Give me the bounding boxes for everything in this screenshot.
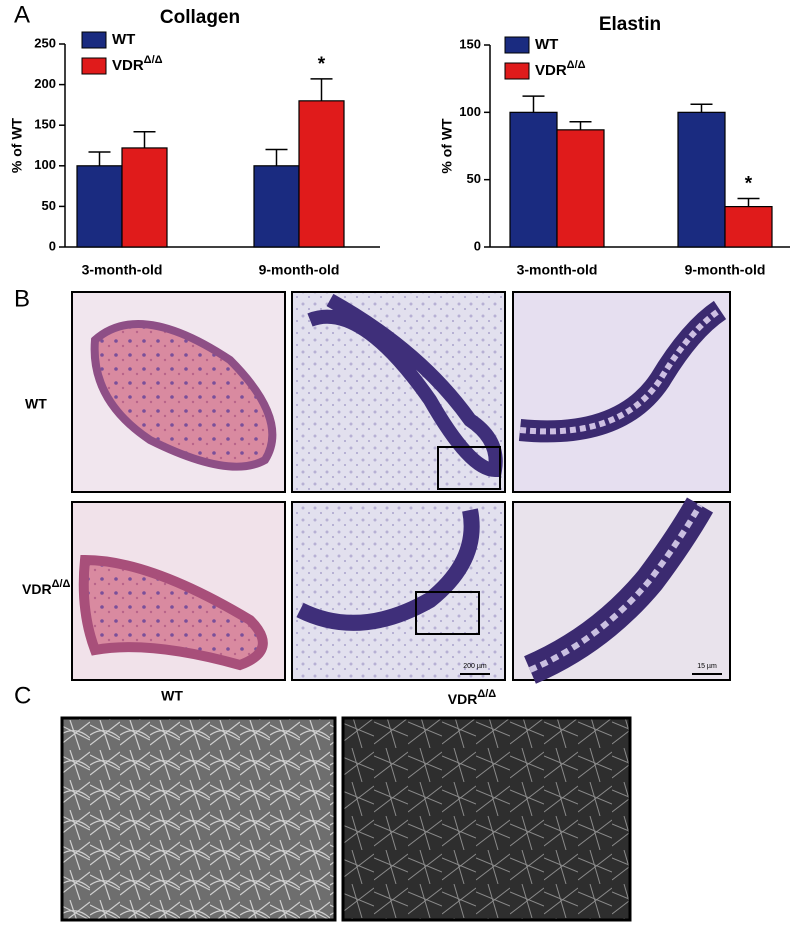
y-tick-label: 0 <box>49 238 56 253</box>
legend-sup: Δ/Δ <box>144 54 163 66</box>
error-bar <box>690 103 713 113</box>
scale-bar-label: 200 µm <box>463 663 487 670</box>
x-tick-label: 3-month-old <box>82 262 163 278</box>
y-tick-label: 50 <box>467 171 481 186</box>
sem-image <box>60 716 337 922</box>
chart-title: Elastin <box>599 14 661 35</box>
sem-label-text: VDR <box>448 691 478 707</box>
x-tick-label: 3-month-old <box>517 262 598 278</box>
error-bar <box>522 95 545 113</box>
sem-label-sup: Δ/Δ <box>477 688 496 700</box>
legend-label: WT <box>112 31 135 48</box>
legend-label: WT <box>535 36 558 53</box>
y-tick-label: 150 <box>459 36 481 51</box>
y-tick-label: 100 <box>34 157 56 172</box>
bar <box>556 129 605 248</box>
row-label-sup: Δ/Δ <box>52 578 71 590</box>
row-label: WT <box>25 396 47 412</box>
sem-label: VDRΔ/Δ <box>448 688 497 707</box>
panel-label: C <box>14 682 31 709</box>
legend-name: WT <box>112 31 135 48</box>
y-tick-label: 0 <box>474 238 481 253</box>
panel-label: A <box>14 1 30 28</box>
y-axis-label: % of WT <box>9 117 25 173</box>
bar <box>121 147 168 248</box>
legend-swatch <box>504 62 530 80</box>
bar <box>724 206 773 248</box>
row-label: VDRΔ/Δ <box>22 578 71 597</box>
sem-image <box>341 716 632 922</box>
significance: * <box>745 174 753 195</box>
y-tick-label: 250 <box>34 35 56 50</box>
x-tick-label: 9-month-old <box>259 262 340 278</box>
legend-swatch <box>81 31 107 49</box>
y-axis-label: % of WT <box>439 118 455 174</box>
legend-label: VDRΔ/Δ <box>112 54 163 74</box>
legend-swatch <box>81 57 107 75</box>
x-tick-label: 9-month-old <box>685 262 766 278</box>
significance: * <box>318 54 326 75</box>
error-bar <box>310 78 333 101</box>
y-tick-label: 50 <box>42 198 56 213</box>
bar <box>253 165 300 248</box>
error-bar <box>737 197 760 207</box>
bar <box>76 165 123 248</box>
y-tick-label: 150 <box>34 117 56 132</box>
error-bar <box>88 151 111 166</box>
bar <box>677 111 726 248</box>
scale-bar-label: 15 µm <box>697 663 717 670</box>
bar <box>298 100 345 248</box>
charts: Collagen % of WT 0 50 100 150 200 250 3-month-ol… <box>9 7 790 278</box>
row-label-text: VDR <box>22 581 52 597</box>
legend-sup: Δ/Δ <box>567 59 586 71</box>
bar <box>509 111 558 248</box>
error-bar <box>133 130 156 148</box>
y-tick-label: 200 <box>34 76 56 91</box>
legend-name: VDR <box>112 57 144 74</box>
panel-label: B <box>14 285 30 312</box>
error-bar <box>569 121 592 130</box>
histology-images <box>71 291 731 684</box>
y-tick-label: 100 <box>459 104 481 119</box>
error-bar <box>265 148 288 166</box>
sem-label: WT <box>161 688 183 704</box>
legend-swatch <box>504 36 530 54</box>
legend-name: VDR <box>535 62 567 79</box>
chart-title: Collagen <box>160 7 240 28</box>
legend-name: WT <box>535 36 558 53</box>
legend-label: VDRΔ/Δ <box>535 59 586 79</box>
